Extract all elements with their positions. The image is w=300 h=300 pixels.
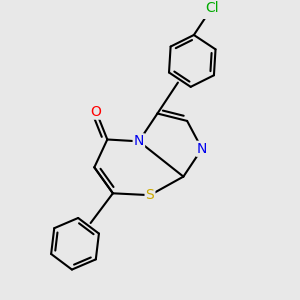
Text: O: O (91, 105, 102, 119)
Text: N: N (134, 134, 144, 148)
Text: S: S (146, 188, 154, 202)
Text: N: N (197, 142, 207, 156)
Text: Cl: Cl (205, 1, 219, 15)
